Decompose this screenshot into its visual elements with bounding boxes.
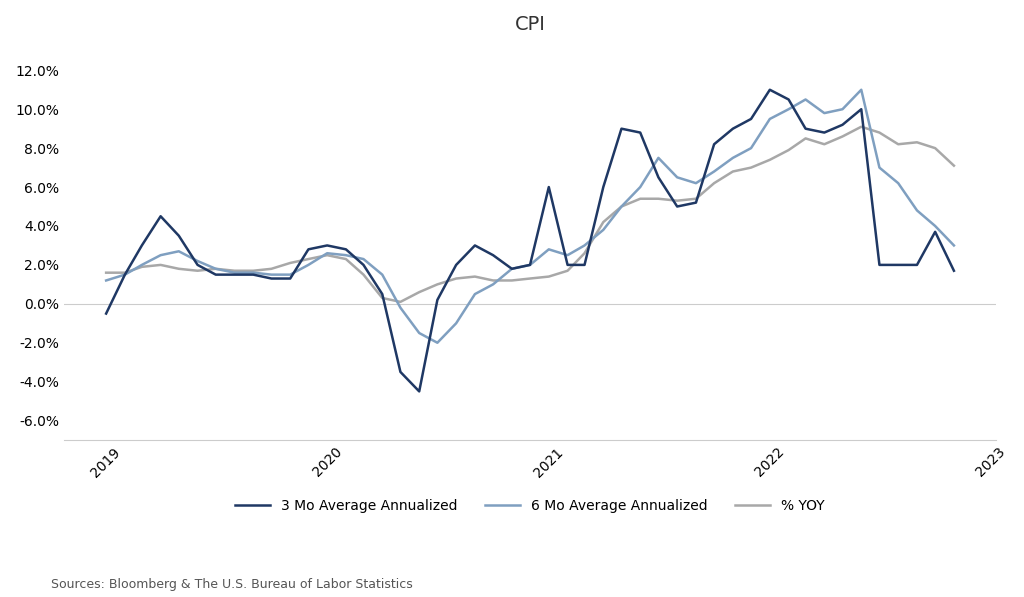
Legend: 3 Mo Average Annualized, 6 Mo Average Annualized, % YOY: 3 Mo Average Annualized, 6 Mo Average An… (229, 494, 830, 519)
Line: 3 Mo Average Annualized: 3 Mo Average Annualized (106, 90, 954, 392)
Line: % YOY: % YOY (106, 127, 954, 302)
Title: CPI: CPI (515, 15, 546, 34)
Text: Sources: Bloomberg & The U.S. Bureau of Labor Statistics: Sources: Bloomberg & The U.S. Bureau of … (51, 578, 413, 591)
Line: 6 Mo Average Annualized: 6 Mo Average Annualized (106, 90, 954, 343)
